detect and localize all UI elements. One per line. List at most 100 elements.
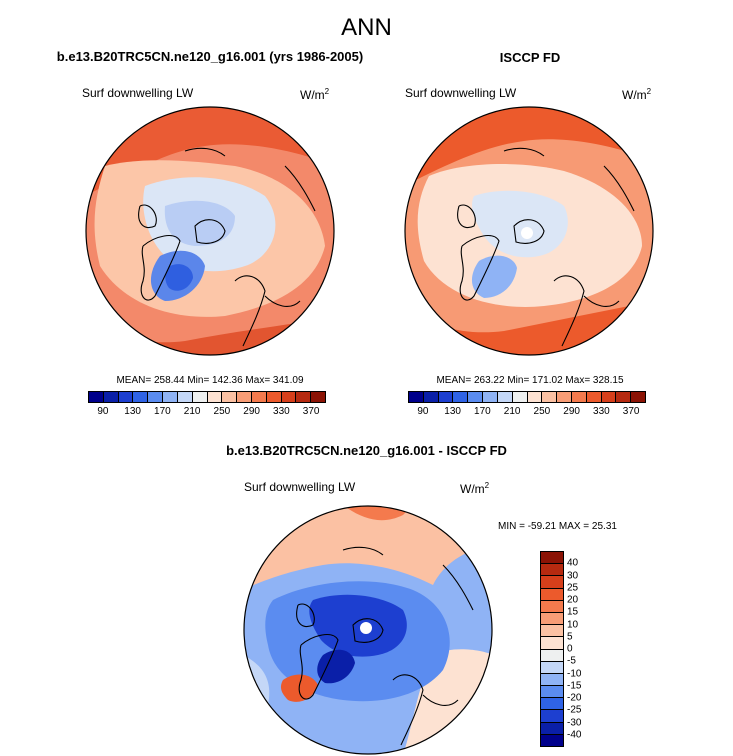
colorbar-swatch	[409, 392, 424, 402]
colorbar-swatch	[541, 661, 563, 674]
colorbar-tick-label: -5	[567, 655, 576, 667]
colorbar-tick-label: -15	[567, 680, 582, 692]
colorbar-tick-label: 130	[444, 406, 461, 417]
colorbar-swatch	[541, 625, 563, 638]
colorbar-tick-label: 20	[567, 594, 579, 606]
colorbar-tick-label: 250	[533, 406, 551, 417]
colorbar-tick-label: 370	[622, 406, 640, 417]
colorbar-tick-label: 90	[417, 406, 429, 417]
colorbar-swatch	[571, 392, 587, 402]
panel-1-colorbar-ticks: 90 130 170 210 250 290 330 370	[88, 406, 326, 420]
colorbar-tick-label: 5	[567, 631, 573, 643]
colorbar-tick-label: -40	[567, 729, 582, 741]
colorbar-swatch	[468, 392, 484, 402]
colorbar-swatch	[177, 392, 193, 402]
colorbar-tick-label: -25	[567, 704, 582, 716]
colorbar-tick-label: 15	[567, 606, 579, 618]
colorbar-tick-label: 170	[154, 406, 171, 417]
panel-2-map	[404, 106, 654, 356]
panel-1-colorbar	[88, 391, 326, 403]
colorbar-tick-label: 370	[302, 406, 320, 417]
panel-1-stats: MEAN= 258.44 Min= 142.36 Max= 341.09	[116, 375, 304, 386]
colorbar-swatch	[601, 392, 617, 402]
panel-3-stats: MIN = -59.21 MAX = 25.31	[498, 521, 617, 532]
colorbar-tick-label: -20	[567, 692, 582, 704]
colorbar-swatch	[541, 722, 563, 735]
colorbar-tick-label: 30	[567, 570, 579, 581]
panel-2-variable: Surf downwelling LW	[405, 86, 517, 100]
panel-2-units: W/m2	[622, 87, 652, 102]
colorbar-tick-label: 90	[97, 406, 109, 417]
colorbar-swatch	[541, 600, 563, 613]
colorbar-swatch	[541, 588, 563, 601]
colorbar-swatch	[251, 392, 267, 402]
colorbar-swatch	[438, 392, 454, 402]
colorbar-swatch	[133, 392, 149, 402]
colorbar-swatch	[541, 734, 563, 746]
colorbar-swatch	[163, 392, 178, 402]
colorbar-swatch	[103, 392, 119, 402]
colorbar-swatch	[89, 392, 104, 402]
panel-3-units: W/m2	[460, 481, 490, 496]
colorbar-tick-label: -30	[567, 717, 582, 728]
colorbar-tick-label: 330	[593, 406, 610, 417]
colorbar-swatch	[497, 392, 513, 402]
colorbar-swatch	[237, 392, 252, 402]
colorbar-tick-label: 25	[567, 582, 579, 594]
colorbar-swatch	[222, 392, 238, 402]
colorbar-tick-label: 10	[567, 619, 579, 630]
colorbar-swatch	[541, 649, 563, 662]
colorbar-swatch	[542, 392, 558, 402]
colorbar-tick-label: 170	[474, 406, 491, 417]
colorbar-swatch	[541, 710, 563, 723]
colorbar-tick-label: 210	[503, 406, 521, 417]
panel-2-colorbar	[408, 391, 646, 403]
colorbar-swatch	[527, 392, 543, 402]
colorbar-swatch	[281, 392, 297, 402]
colorbar-tick-label: 210	[183, 406, 201, 417]
colorbar-swatch	[148, 392, 164, 402]
colorbar-swatch	[207, 392, 223, 402]
colorbar-swatch	[541, 686, 563, 699]
panel-3-colorbar-ticks: 40 30 25 20 15 10 5 0 -5 -10 -15 -20 -25 -30 -40	[567, 551, 597, 747]
panel-1-units: W/m2	[300, 87, 330, 102]
colorbar-swatch	[453, 392, 469, 402]
figure-title: ANN	[341, 14, 392, 41]
colorbar-swatch	[541, 612, 563, 626]
colorbar-swatch	[311, 392, 325, 402]
colorbar-swatch	[541, 673, 563, 687]
colorbar-swatch	[423, 392, 439, 402]
panel-1-map	[85, 106, 335, 356]
colorbar-swatch	[296, 392, 312, 402]
panel-1-title: b.e13.B20TRC5CN.ne120_g16.001 (yrs 1986-…	[56, 49, 364, 64]
panel-3-title: b.e13.B20TRC5CN.ne120_g16.001 - ISCCP FD	[226, 443, 507, 458]
panel-1-variable: Surf downwelling LW	[82, 86, 194, 100]
colorbar-swatch	[557, 392, 572, 402]
colorbar-tick-label: 130	[124, 406, 141, 417]
colorbar-swatch	[541, 552, 563, 565]
colorbar-swatch	[512, 392, 528, 402]
panel-2-stats: MEAN= 263.22 Min= 171.02 Max= 328.15	[436, 375, 624, 386]
colorbar-tick-label: 250	[213, 406, 231, 417]
panel-3-colorbar	[540, 551, 564, 747]
colorbar-swatch	[541, 637, 563, 650]
colorbar-tick-label: 330	[273, 406, 290, 417]
colorbar-swatch	[118, 392, 134, 402]
colorbar-swatch	[541, 564, 563, 577]
colorbar-swatch	[483, 392, 498, 402]
colorbar-swatch	[586, 392, 602, 402]
panel-2-title: ISCCP FD	[499, 50, 561, 65]
colorbar-swatch	[192, 392, 208, 402]
colorbar-tick-label: 0	[567, 643, 573, 655]
colorbar-tick-label: 290	[243, 406, 260, 417]
colorbar-swatch	[631, 392, 645, 402]
colorbar-swatch	[616, 392, 632, 402]
colorbar-swatch	[541, 698, 563, 711]
panel-2-colorbar-ticks: 90 130 170 210 250 290 330 370	[408, 406, 646, 420]
colorbar-swatch	[541, 576, 563, 589]
colorbar-tick-label: 40	[567, 557, 579, 569]
colorbar-tick-label: 290	[563, 406, 580, 417]
panel-3-map	[243, 505, 493, 755]
colorbar-swatch	[266, 392, 282, 402]
panel-3-variable: Surf downwelling LW	[244, 480, 356, 494]
